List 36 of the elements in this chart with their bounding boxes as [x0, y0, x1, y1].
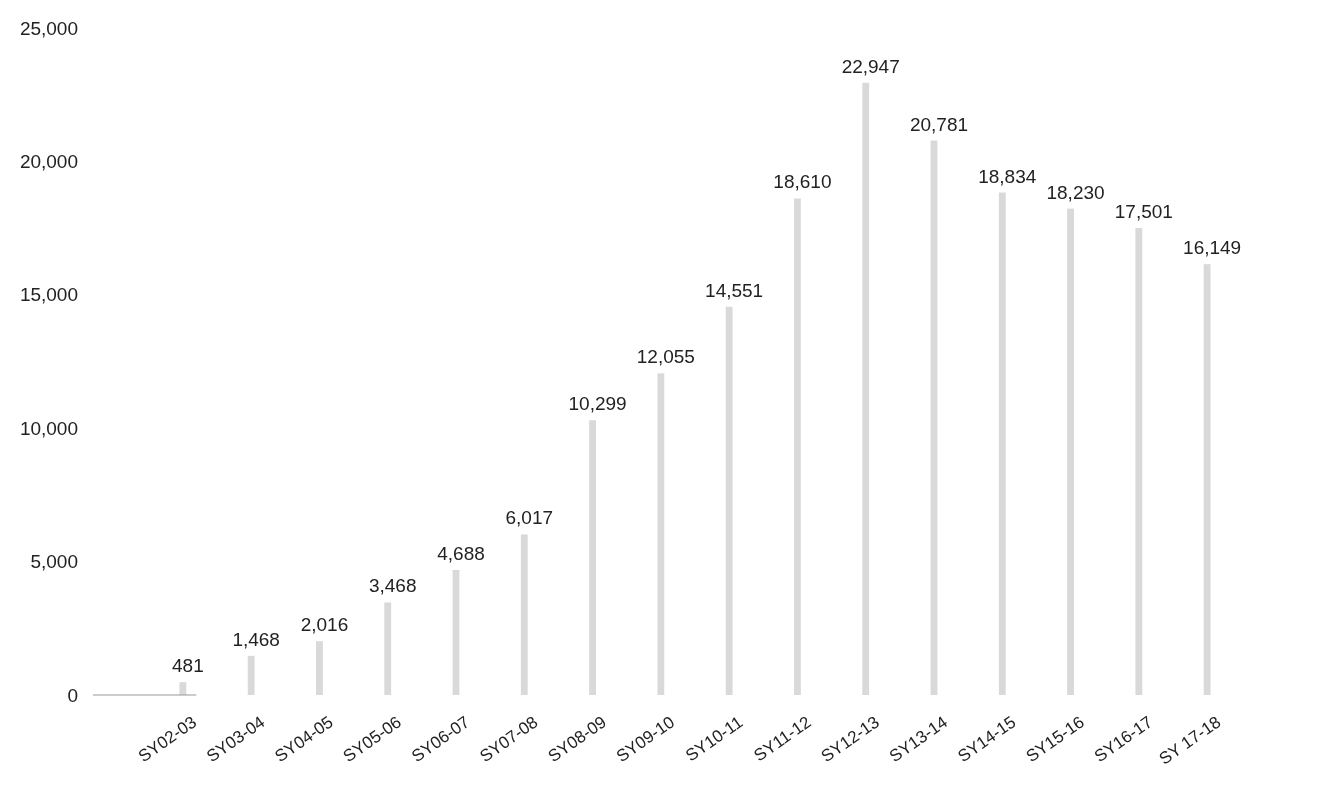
- data-label: 20,781: [909, 113, 969, 135]
- data-label: 22,947: [841, 55, 900, 77]
- data-label: 12,055: [636, 346, 695, 368]
- bar: [1135, 228, 1143, 695]
- bar: [589, 420, 596, 695]
- y-tick-label: 5,000: [30, 551, 78, 573]
- bar: [179, 682, 187, 695]
- y-tick-label: 15,000: [19, 284, 78, 306]
- bar: [1067, 208, 1074, 695]
- data-label: 16,149: [1183, 237, 1242, 259]
- y-tick-label: 10,000: [19, 417, 78, 439]
- bar: [794, 198, 801, 695]
- y-tick-label: 20,000: [19, 151, 78, 173]
- data-label: 18,610: [773, 171, 832, 193]
- bar: [384, 602, 392, 695]
- bar: [657, 373, 665, 695]
- data-label: 4,688: [437, 542, 485, 564]
- data-label: 18,230: [1046, 181, 1105, 203]
- bar: [520, 534, 528, 695]
- data-label: 18,834: [978, 165, 1037, 187]
- bar: [998, 192, 1006, 695]
- bar: [1203, 264, 1211, 695]
- data-label: 2,016: [300, 614, 349, 636]
- data-label: 10,299: [568, 393, 627, 415]
- bar: [725, 306, 733, 695]
- data-label: 17,501: [1114, 201, 1173, 223]
- bar: [316, 641, 323, 695]
- bar: [247, 655, 255, 695]
- data-label: 481: [172, 655, 204, 677]
- data-label: 1,468: [232, 628, 280, 650]
- y-tick-label: 25,000: [19, 17, 78, 39]
- data-label: 14,551: [705, 279, 764, 301]
- data-label: 6,017: [505, 507, 554, 529]
- bar: [862, 82, 870, 695]
- y-tick-label: 0: [67, 684, 78, 706]
- data-label: 3,468: [368, 575, 417, 597]
